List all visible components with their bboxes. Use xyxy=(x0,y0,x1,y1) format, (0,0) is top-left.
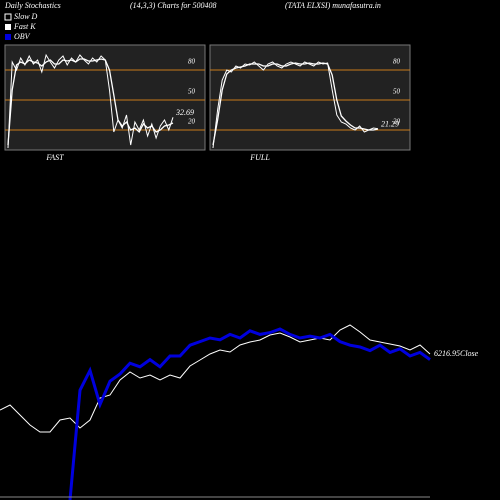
series-line xyxy=(68,327,431,500)
close-value: 6216.95 xyxy=(434,349,460,358)
legend-swatch xyxy=(5,24,11,30)
y-tick-label: 80 xyxy=(393,58,401,66)
site: (TATA ELXSI) munafasutra.in xyxy=(285,1,381,10)
series-line xyxy=(7,58,174,146)
legend-swatch xyxy=(5,34,11,40)
legend-label: Slow D xyxy=(14,12,38,21)
close-text: Close xyxy=(460,349,479,358)
last-value: 21.29 xyxy=(381,120,399,129)
y-tick-label: 50 xyxy=(188,88,196,96)
legend-swatch xyxy=(4,13,12,21)
y-tick-label: 20 xyxy=(393,118,401,126)
title: Daily Stochastics xyxy=(4,1,61,10)
y-tick-label: 50 xyxy=(393,88,401,96)
subtitle: (14,3,3) Charts for 500408 xyxy=(130,1,216,10)
close-label: 6216.95Close xyxy=(434,349,479,358)
panel-label: FAST xyxy=(45,153,64,162)
legend-label: Fast K xyxy=(13,22,36,31)
series-line xyxy=(0,324,431,433)
y-tick-label: 20 xyxy=(188,118,196,126)
legend-label: OBV xyxy=(14,32,31,41)
panel-label: FULL xyxy=(249,153,270,162)
y-tick-label: 80 xyxy=(188,58,196,66)
series-line xyxy=(212,61,379,149)
last-value: 32.69 xyxy=(175,108,194,117)
panel xyxy=(209,44,411,151)
series-line xyxy=(212,62,379,146)
